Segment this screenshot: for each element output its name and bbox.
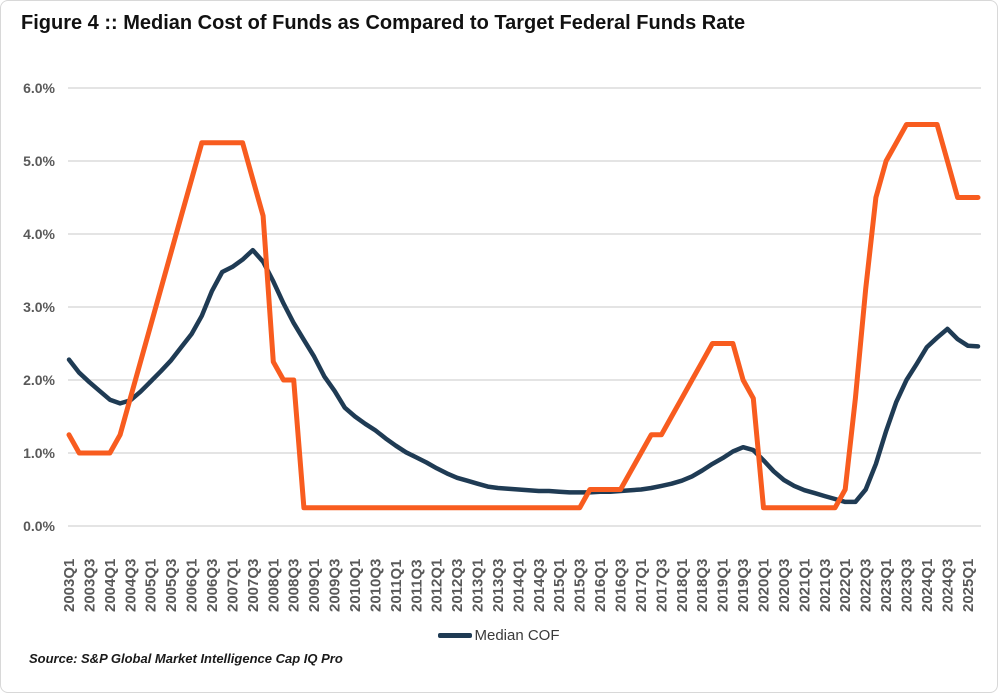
x-tick-label: 2008Q1 — [265, 559, 282, 612]
legend: Median COF — [1, 627, 997, 644]
y-tick-label: 5.0% — [23, 153, 55, 169]
source-note: Source: S&P Global Market Intelligence C… — [29, 651, 343, 666]
x-tick-label: 2023Q3 — [899, 559, 916, 612]
fed-funds-rate-line — [66, 122, 981, 511]
x-tick-label: 2017Q1 — [633, 559, 650, 612]
x-tick-label: 2014Q3 — [531, 559, 548, 612]
x-tick-label: 2022Q3 — [858, 559, 875, 612]
x-tick-label: 2010Q1 — [347, 559, 364, 612]
x-tick-label: 2020Q3 — [776, 559, 793, 612]
y-tick-label: 2.0% — [23, 372, 55, 388]
x-tick-label: 2008Q3 — [286, 559, 303, 612]
y-tick-label: 0.0% — [23, 518, 55, 534]
x-tick-label: 2017Q3 — [653, 559, 670, 612]
x-tick-label: 2019Q3 — [735, 559, 752, 612]
x-tick-label: 2009Q3 — [327, 559, 344, 612]
median-cof-line — [66, 247, 981, 505]
gridlines — [68, 87, 981, 527]
x-tick-label: 2005Q3 — [163, 559, 180, 612]
x-tick-label: 2024Q1 — [919, 559, 936, 612]
x-tick-label: 2003Q1 — [61, 559, 78, 612]
y-tick-label: 6.0% — [23, 80, 55, 96]
x-tick-label: 2016Q1 — [592, 559, 609, 612]
x-tick-label: 2014Q1 — [510, 559, 527, 612]
x-tick-label: 2006Q3 — [204, 559, 221, 612]
x-tick-label: 2015Q3 — [572, 559, 589, 612]
x-tick-label: 2018Q3 — [694, 559, 711, 612]
x-axis-tick-labels: 2003Q1 2003Q3 2004Q1 2004Q3 2005Q1 2005Q3 2006… — [61, 559, 977, 612]
x-tick-label: 2011Q1 — [388, 559, 405, 612]
x-tick-label: 2010Q3 — [367, 559, 384, 612]
x-tick-label: 2012Q1 — [429, 559, 446, 612]
y-tick-label: 4.0% — [23, 226, 55, 242]
chart-title: Figure 4 :: Median Cost of Funds as Comp… — [21, 12, 746, 34]
x-tick-label: 2012Q3 — [449, 559, 466, 612]
y-tick-label: 3.0% — [23, 299, 55, 315]
x-tick-label: 2021Q1 — [796, 559, 813, 612]
x-tick-label: 2009Q1 — [306, 559, 323, 612]
x-tick-label: 2005Q1 — [143, 559, 160, 612]
x-tick-label: 2007Q3 — [245, 559, 262, 612]
median-cof-line-swatch — [438, 633, 473, 638]
x-tick-label: 2007Q1 — [224, 559, 241, 612]
y-axis-tick-labels: 0.0% 1.0% 2.0% 3.0% 4.0% 5.0% 6.0% — [23, 80, 55, 534]
legend-label-median-cof: Median COF — [474, 627, 560, 644]
x-tick-label: 2015Q1 — [551, 559, 568, 612]
x-tick-label: 2020Q1 — [756, 559, 773, 612]
x-tick-label: 2003Q3 — [81, 559, 98, 612]
x-tick-label: 2016Q3 — [613, 559, 630, 612]
x-tick-label: 2024Q3 — [939, 559, 956, 612]
x-tick-label: 2004Q1 — [102, 559, 119, 612]
x-tick-label: 2018Q1 — [674, 559, 691, 612]
series-lines — [66, 122, 981, 511]
x-tick-label: 2004Q3 — [122, 559, 139, 612]
y-tick-label: 1.0% — [23, 445, 55, 461]
x-tick-label: 2022Q1 — [837, 559, 854, 612]
x-tick-label: 2019Q1 — [715, 559, 732, 612]
x-tick-label: 2011Q3 — [408, 559, 425, 612]
x-tick-label: 2013Q1 — [470, 559, 487, 612]
x-tick-label: 2025Q1 — [960, 559, 977, 612]
x-tick-label: 2023Q1 — [878, 559, 895, 612]
x-tick-label: 2006Q1 — [184, 559, 201, 612]
x-tick-label: 2021Q3 — [817, 559, 834, 612]
x-tick-label: 2013Q3 — [490, 559, 507, 612]
